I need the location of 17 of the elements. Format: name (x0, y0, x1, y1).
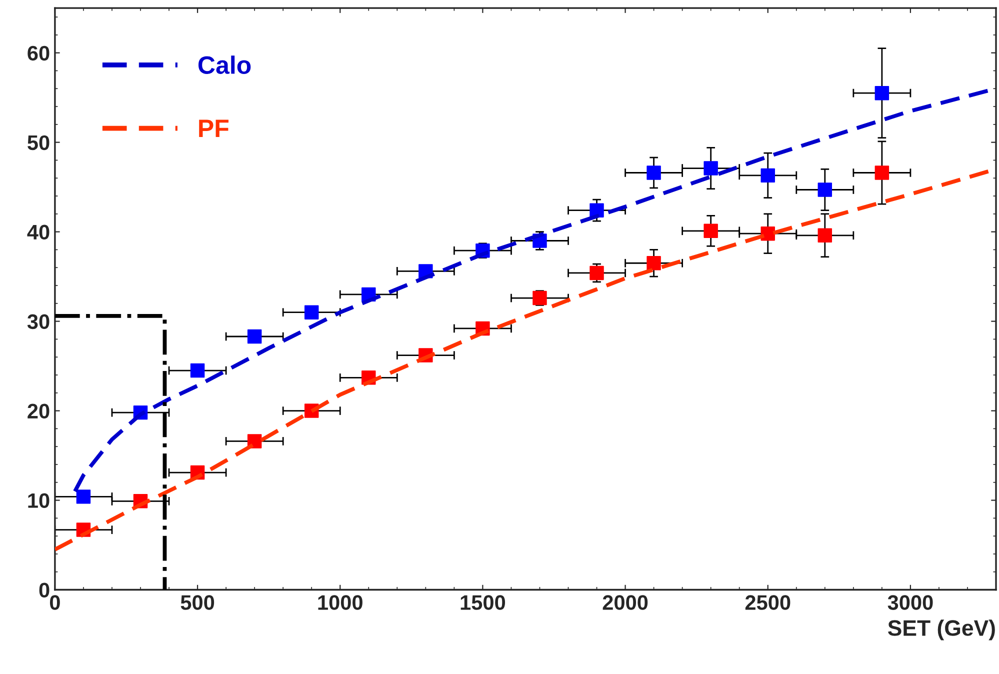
x-tick-label: 0 (50, 595, 60, 610)
legend-label: Calo (198, 56, 251, 74)
y-tick-label: 30 (27, 314, 50, 330)
x-tick-label: 500 (180, 595, 214, 610)
x-tick-label: 3000 (888, 595, 933, 610)
x-axis-title: SET (GeV) (888, 620, 995, 640)
x-tick-label: 1000 (318, 595, 362, 610)
legend-label: PF (199, 120, 228, 138)
y-tick-label: 0 (39, 582, 50, 598)
y-tick-label: 40 (27, 224, 50, 240)
x-tick-label: 2500 (745, 595, 790, 610)
y-tick-label: 20 (28, 404, 50, 419)
y-tick-label: 60 (28, 46, 50, 61)
y-tick-label: 10 (28, 493, 50, 508)
x-tick-label: 1500 (460, 595, 506, 610)
x-tick-label: 2000 (602, 595, 648, 610)
y-tick-label: 50 (28, 135, 50, 150)
